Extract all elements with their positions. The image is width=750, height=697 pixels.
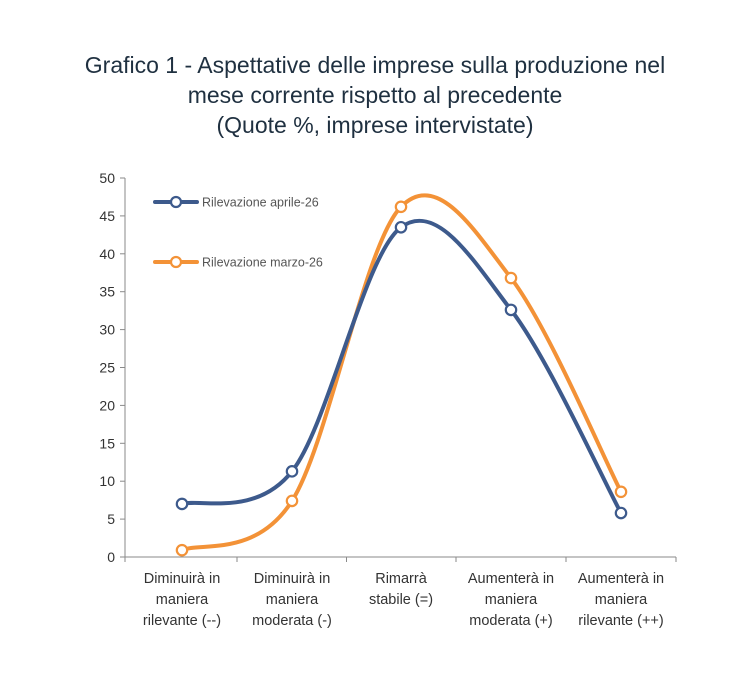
- x-category-label: stabile (=): [369, 592, 433, 608]
- chart-title: Grafico 1 - Aspettative delle imprese su…: [0, 50, 750, 140]
- series-line: [180, 193, 623, 553]
- y-tick-label: 40: [99, 246, 115, 262]
- data-point: [504, 271, 518, 285]
- x-category-label: maniera: [156, 592, 209, 608]
- x-category-label: moderata (-): [252, 613, 332, 629]
- data-point: [394, 220, 408, 234]
- y-tick-label: 25: [99, 360, 115, 376]
- x-category-label: Aumenterà in: [468, 571, 554, 587]
- data-point: [175, 497, 189, 511]
- x-category-label: rilevante (++): [578, 613, 663, 629]
- data-point: [285, 494, 299, 508]
- data-point: [175, 543, 189, 557]
- y-tick-label: 10: [99, 473, 115, 489]
- legend-swatch-marker: [169, 255, 183, 269]
- y-tick-label: 45: [99, 208, 115, 224]
- y-tick-label: 50: [99, 170, 115, 186]
- y-tick-label: 15: [99, 435, 115, 451]
- chart-title-line: (Quote %, imprese intervistate): [216, 112, 534, 138]
- y-tick-label: 30: [99, 322, 115, 338]
- legend-swatch-marker: [169, 195, 183, 209]
- legend-label: Rilevazione marzo-26: [202, 256, 323, 270]
- x-category-label: moderata (+): [469, 613, 552, 629]
- y-tick-label: 20: [99, 397, 115, 413]
- y-tick-label: 0: [107, 549, 115, 565]
- data-point: [394, 200, 408, 214]
- x-category-label: maniera: [485, 592, 538, 608]
- x-category-label: rilevante (--): [143, 613, 221, 629]
- data-point: [285, 465, 299, 478]
- x-category-label: maniera: [595, 592, 648, 608]
- data-point: [614, 485, 628, 499]
- y-tick-label: 35: [99, 284, 115, 300]
- chart-title-line: Grafico 1 - Aspettative delle imprese su…: [84, 52, 666, 78]
- x-category-label: Diminuirà in: [144, 571, 221, 587]
- data-point: [504, 303, 518, 317]
- x-category-label: Aumenterà in: [578, 571, 664, 587]
- y-tick-label: 5: [107, 511, 115, 527]
- data-point: [614, 506, 628, 520]
- x-category-label: Diminuirà in: [254, 571, 331, 587]
- x-category-label: Rimarrà: [375, 571, 427, 587]
- legend-label: Rilevazione aprile-26: [202, 196, 319, 210]
- chart-title-line: mese corrente rispetto al precedente: [187, 82, 563, 108]
- x-category-label: maniera: [266, 592, 319, 608]
